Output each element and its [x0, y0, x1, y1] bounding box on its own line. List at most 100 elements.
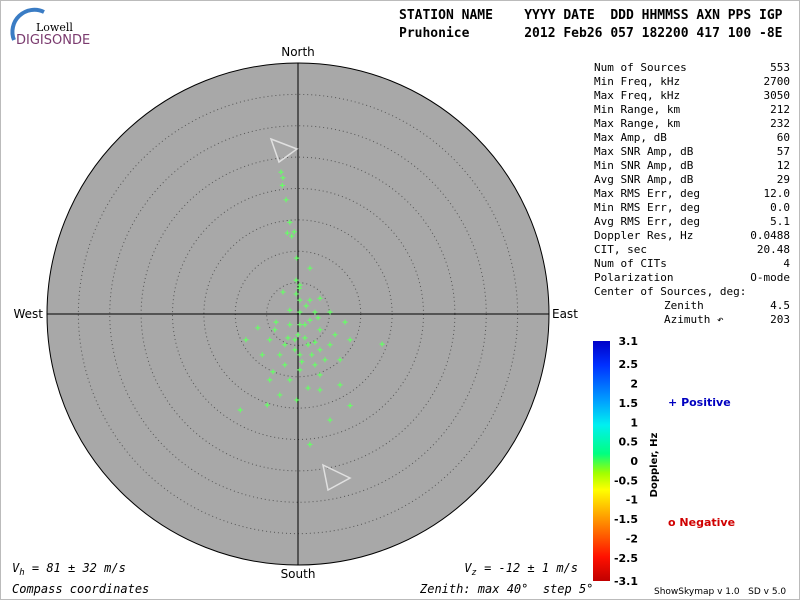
logo-swoosh: [10, 7, 45, 41]
stat-value: 29: [777, 173, 790, 186]
source-point: [282, 342, 288, 348]
source-point: [270, 369, 276, 375]
source-point: [315, 315, 321, 321]
source-point: [327, 417, 333, 423]
source-point: [312, 309, 318, 315]
source-point: [287, 322, 293, 328]
source-point: [287, 377, 293, 383]
source-point: [294, 255, 300, 261]
south-label: South: [281, 567, 316, 581]
legend-label: Negative: [679, 516, 735, 529]
vh: Vh = 81 ± 32 m/s: [12, 561, 126, 578]
east-label: East: [552, 307, 578, 321]
source-point: [293, 291, 299, 297]
source-point: [317, 327, 323, 333]
stat-label: Avg RMS Err, deg: [594, 215, 700, 228]
colorbar-tick-label: 1: [630, 416, 638, 429]
source-point: [267, 377, 273, 383]
source-point: [278, 169, 284, 175]
stat-label: Max Freq, kHz: [594, 89, 680, 102]
legend-symbol: +: [668, 396, 677, 409]
stat-value: 12.0: [764, 187, 791, 200]
vh-symbol: V: [12, 561, 20, 575]
source-point: [312, 362, 318, 368]
colorbar-tick-label: -3.1: [614, 575, 638, 588]
colorbar-tick-label: -0.5: [614, 474, 638, 487]
source-point: [302, 322, 308, 328]
legend-negative: o Negative: [668, 516, 735, 529]
source-point: [243, 337, 249, 343]
stat-label: Min Range, km: [594, 103, 680, 116]
source-point: [280, 289, 286, 295]
version: ShowSkymap v 1.0 SD v 5.0: [654, 587, 786, 597]
source-point: [297, 367, 303, 373]
vh-text: = 81 ± 32 m/s: [25, 561, 126, 575]
source-point: [237, 407, 243, 413]
source-point: [317, 387, 323, 393]
stat-label: Max RMS Err, deg: [594, 187, 700, 200]
source-point: [317, 372, 323, 378]
logo-top: Lowell: [36, 21, 73, 34]
colorbar-tick-label: 1.5: [619, 397, 639, 410]
colorbar-tick-label: 0.5: [619, 436, 639, 449]
vz-symbol: V: [464, 561, 472, 575]
vz-text: = -12 ± 1 m/s: [477, 561, 578, 575]
stat-value: 232: [770, 117, 790, 130]
source-point: [283, 197, 289, 203]
stat-label: Max Amp, dB: [594, 131, 667, 144]
header-values: Pruhonice 2012 Feb26 057 182200 417 100 …: [399, 26, 783, 41]
vh-sub: h: [19, 568, 24, 578]
source-point: [312, 339, 318, 345]
stat-value: 3050: [764, 89, 791, 102]
source-point: [297, 282, 303, 288]
plot: [46, 62, 550, 566]
stat-value: 60: [777, 131, 790, 144]
source-point: [294, 397, 300, 403]
west-label: West: [13, 307, 43, 321]
stat-label: CIT, sec: [594, 243, 647, 256]
source-point: [289, 233, 295, 239]
source-point: [296, 285, 302, 291]
source-point: [297, 309, 303, 315]
stat-value: 212: [770, 103, 790, 116]
source-point: [317, 347, 323, 353]
source-point: [309, 352, 315, 358]
colorbar: [593, 341, 610, 581]
source-point: [267, 337, 273, 343]
stat-label: Min Freq, kHz: [594, 75, 680, 88]
source-point: [332, 332, 338, 338]
source-point: [293, 277, 299, 283]
source-point: [307, 317, 313, 323]
source-point: [291, 229, 297, 235]
source-point: [307, 297, 313, 303]
source-point: [305, 385, 311, 391]
colorbar-tick-label: 2: [630, 378, 638, 391]
source-point: [264, 402, 270, 408]
header-labels: STATION NAME YYYY DATE DDD HHMMSS AXN PP…: [399, 8, 783, 23]
colorbar-tick-label: 2.5: [619, 358, 639, 371]
source-point: [297, 352, 303, 358]
source-point: [282, 362, 288, 368]
stat-label: Min SNR Amp, dB: [594, 159, 694, 172]
colorbar-tick-label: 3.1: [619, 335, 639, 348]
stat-label: Num of Sources: [594, 61, 687, 74]
coords: Compass coordinates: [12, 582, 149, 596]
stat-label: Doppler Res, Hz: [594, 229, 693, 242]
source-point: [280, 175, 286, 181]
stat-value: 5.1: [770, 215, 790, 228]
source-point: [317, 295, 323, 301]
colorbar-tick-label: -2.5: [614, 552, 638, 565]
colorbar-tick-label: -1: [626, 494, 638, 507]
colorbar-label: Doppler, Hz: [649, 433, 660, 498]
legend-symbol: o: [668, 516, 676, 529]
legend-label: Positive: [681, 396, 731, 409]
zenith-info: Zenith: max 40° step 5°: [419, 582, 593, 596]
stat-value: 20.48: [757, 243, 790, 256]
marker: [269, 137, 299, 164]
stat-value: O-mode: [750, 271, 790, 284]
stat-value: 4: [783, 257, 790, 270]
source-point: [285, 335, 291, 341]
source-point: [277, 352, 283, 358]
stat-label: Polarization: [594, 271, 673, 284]
